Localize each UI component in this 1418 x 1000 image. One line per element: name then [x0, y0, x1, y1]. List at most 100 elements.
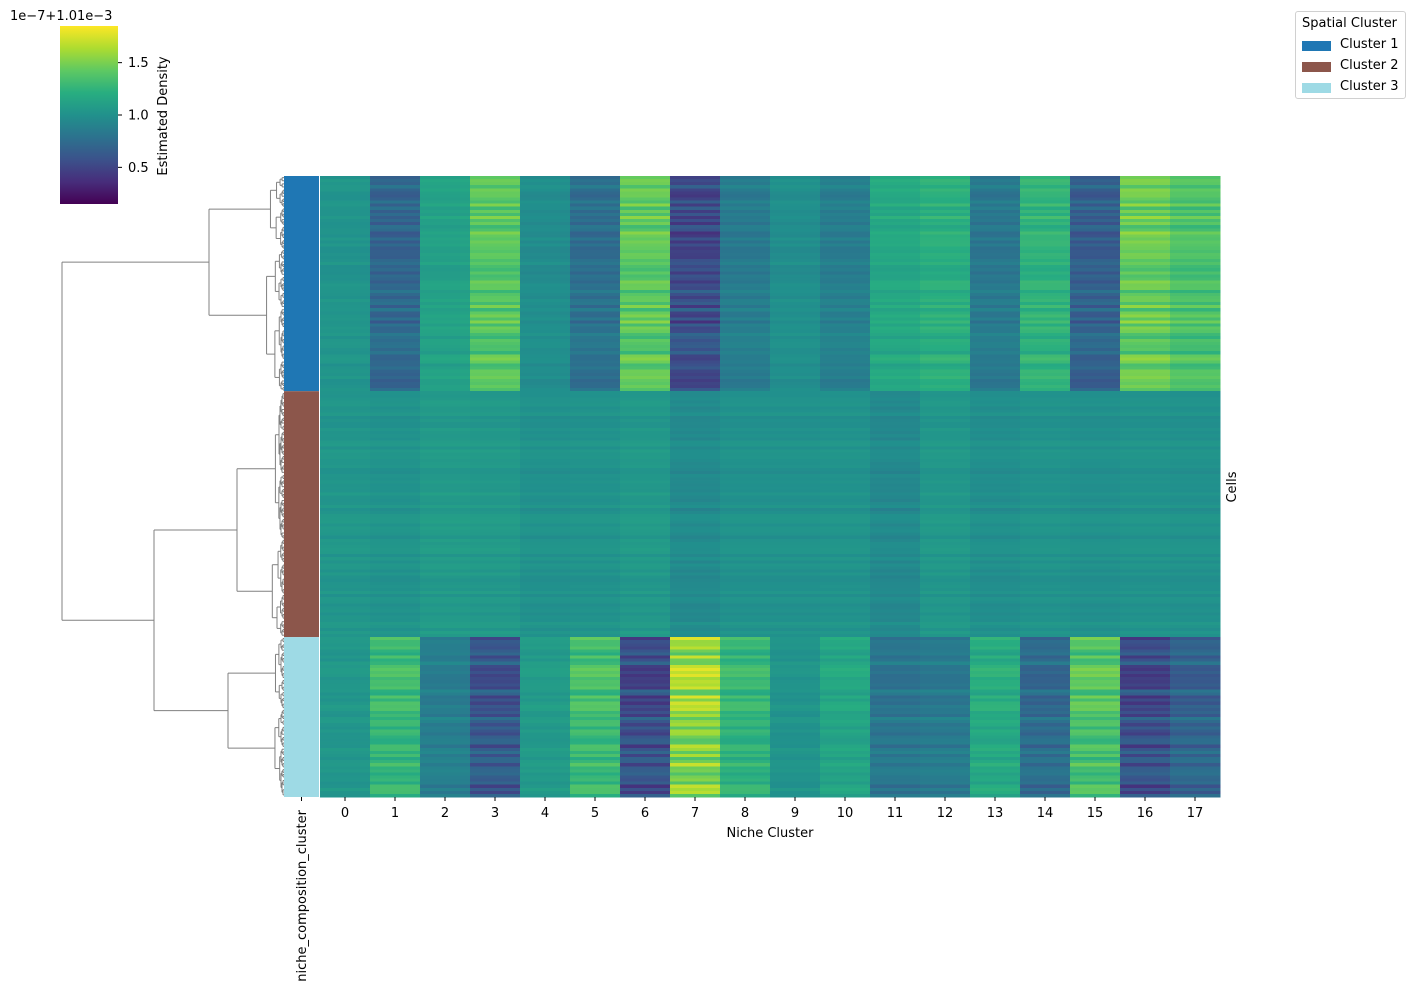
- heatmap-cell: [1120, 394, 1171, 398]
- colorbar-ticks: 0.51.01.5: [118, 56, 149, 176]
- heatmap-cell: [320, 787, 371, 792]
- heatmap-cell: [320, 179, 371, 183]
- heatmap-cell: [770, 418, 821, 423]
- heatmap-cell: [320, 674, 371, 678]
- heatmap-cell: [820, 729, 871, 734]
- heatmap-cell: [870, 203, 921, 208]
- heatmap-cell: [970, 587, 1021, 592]
- heatmap-cell: [370, 627, 421, 632]
- heatmap-cell: [520, 397, 571, 402]
- heatmap-cell: [570, 265, 621, 269]
- heatmap-cell: [870, 763, 921, 767]
- heatmap-cell: [770, 249, 821, 254]
- heatmap-cell: [1020, 612, 1071, 617]
- heatmap-cell: [520, 452, 571, 457]
- heatmap-cell: [970, 569, 1021, 574]
- heatmap-cell: [470, 378, 521, 383]
- heatmap-cell: [1170, 655, 1221, 660]
- heatmap-cell: [570, 551, 621, 555]
- heatmap-cell: [570, 643, 621, 647]
- heatmap-cell: [370, 615, 421, 620]
- heatmap-cell: [870, 231, 921, 236]
- heatmap-cell: [770, 298, 821, 303]
- heatmap-cell: [1070, 587, 1121, 592]
- heatmap-cell: [870, 311, 921, 315]
- heatmap-cell: [620, 732, 671, 737]
- heatmap-cell: [570, 455, 621, 460]
- heatmap-cell: [470, 529, 521, 534]
- heatmap-cell: [420, 332, 471, 337]
- heatmap-cell: [820, 793, 871, 798]
- heatmap-cell: [1020, 710, 1071, 715]
- heatmap-cell: [670, 191, 721, 196]
- heatmap-cell: [1070, 268, 1121, 272]
- heatmap-cell: [920, 683, 971, 687]
- heatmap-cell: [820, 492, 871, 497]
- heatmap-cell: [470, 674, 521, 678]
- heatmap-cell: [970, 646, 1021, 651]
- heatmap-cell: [420, 640, 471, 644]
- heatmap-cell: [320, 418, 371, 423]
- heatmap-cell: [620, 237, 671, 242]
- heatmap-cell: [570, 757, 621, 761]
- heatmap-cell: [920, 649, 971, 654]
- heatmap-cell: [770, 255, 821, 260]
- heatmap-cell: [470, 409, 521, 414]
- heatmap-cell: [370, 197, 421, 202]
- heatmap-cell: [920, 627, 971, 632]
- heatmap-cell: [1170, 769, 1221, 773]
- heatmap-cell: [670, 686, 721, 690]
- heatmap-cell: [970, 357, 1021, 362]
- heatmap-cell: [1070, 658, 1121, 663]
- heatmap-cell: [370, 621, 421, 626]
- heatmap-cell: [1120, 455, 1171, 460]
- heatmap-cell: [870, 667, 921, 672]
- heatmap-cell: [870, 781, 921, 786]
- heatmap-cell: [320, 738, 371, 743]
- heatmap-cell: [1170, 511, 1221, 515]
- heatmap-cell: [820, 778, 871, 783]
- heatmap-cell: [570, 452, 621, 457]
- heatmap-cell: [1120, 495, 1171, 500]
- heatmap-cell: [770, 215, 821, 220]
- x-axis: 0 1 2 3 4 5 6 7 8 9 10 11 12 13 14 15 16 17: [301, 797, 1203, 821]
- heatmap-cell: [720, 532, 771, 537]
- heatmap-cell: [370, 793, 421, 798]
- heatmap-cell: [1120, 514, 1171, 518]
- heatmap-cell: [770, 790, 821, 795]
- heatmap-cell: [820, 298, 871, 303]
- heatmap-cell: [570, 212, 621, 217]
- heatmap-cell: [1170, 784, 1221, 789]
- heatmap-cell: [670, 345, 721, 349]
- heatmap-cell: [520, 784, 571, 789]
- heatmap-cell: [1020, 338, 1071, 343]
- heatmap-cell: [720, 268, 771, 272]
- heatmap-cell: [520, 406, 571, 411]
- heatmap-cell: [1120, 714, 1171, 718]
- heatmap-cell: [1070, 612, 1121, 617]
- heatmap-cell: [470, 458, 521, 463]
- heatmap-cell: [470, 704, 521, 709]
- heatmap-cell: [620, 317, 671, 322]
- heatmap-cell: [1020, 741, 1071, 746]
- heatmap-cell: [420, 486, 471, 491]
- heatmap-cell: [720, 572, 771, 577]
- heatmap-cell: [370, 612, 421, 617]
- heatmap-cell: [1170, 388, 1221, 392]
- heatmap-cell: [570, 277, 621, 282]
- heatmap-cell: [670, 360, 721, 365]
- heatmap-cell: [620, 544, 671, 549]
- heatmap-cell: [420, 474, 471, 478]
- heatmap-cell: [720, 563, 771, 568]
- heatmap-cell: [1170, 790, 1221, 795]
- heatmap-cell: [1020, 219, 1071, 223]
- heatmap-cell: [670, 551, 721, 555]
- heatmap-cell: [670, 723, 721, 727]
- heatmap-cell: [570, 360, 621, 365]
- heatmap-cell: [520, 670, 571, 675]
- heatmap-cell: [320, 185, 371, 189]
- heatmap-cell: [370, 492, 421, 497]
- heatmap: [320, 176, 1221, 798]
- heatmap-cell: [1170, 372, 1221, 377]
- heatmap-cell: [1170, 308, 1221, 312]
